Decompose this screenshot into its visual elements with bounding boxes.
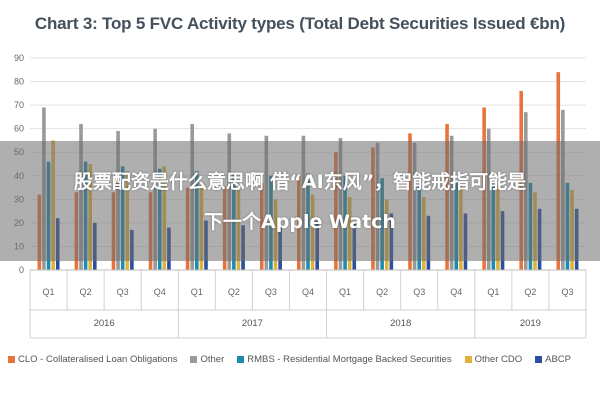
x-tick-label: Q1 — [43, 287, 55, 297]
group-label: 2019 — [520, 318, 541, 329]
legend-label: CLO - Collateralised Loan Obligations — [18, 353, 178, 365]
x-tick-label: Q3 — [413, 287, 425, 297]
y-tick-label: 80 — [14, 77, 24, 87]
legend-swatch — [464, 355, 472, 363]
legend-label: RMBS - Residential Mortgage Backed Secur… — [247, 353, 452, 365]
overlay-headline-line2: 下一个Apple Watch — [204, 211, 396, 233]
legend-label: ABCP — [545, 353, 571, 365]
x-tick-label: Q4 — [450, 287, 462, 297]
y-tick-label: 90 — [14, 53, 24, 63]
x-tick-label: Q1 — [487, 287, 499, 297]
legend-swatch — [535, 355, 543, 363]
x-tick-label: Q3 — [117, 287, 129, 297]
y-tick-label: 70 — [14, 100, 24, 110]
legend-item: Other — [190, 354, 224, 365]
group-label: 2017 — [242, 318, 263, 329]
x-tick-label: Q2 — [376, 287, 388, 297]
legend-swatch — [8, 355, 15, 363]
x-tick-label: Q1 — [339, 287, 351, 297]
x-tick-label: Q1 — [191, 287, 203, 297]
x-tick-label: Q4 — [154, 287, 166, 297]
overlay-banner — [0, 141, 600, 261]
legend-item: CLO - Collateralised Loan Obligations — [8, 354, 177, 365]
x-tick-label: Q2 — [80, 287, 92, 297]
legend: CLO - Collateralised Loan Obligations Oth… — [8, 351, 598, 367]
legend-swatch — [237, 355, 245, 363]
legend-item: RMBS - Residential Mortgage Backed Secur… — [237, 353, 452, 365]
y-tick-label: 60 — [14, 124, 24, 134]
x-tick-label: Q2 — [228, 287, 240, 297]
legend-label: Other CDO — [474, 353, 523, 365]
x-tick-label: Q3 — [265, 287, 277, 297]
legend-item: ABCP — [535, 354, 571, 365]
overlay-headline-line1: 股票配资是什么意思啊 借“AI东风”，智能戒指可能是 — [73, 171, 527, 193]
chart-title: Chart 3: Top 5 FVC Activity types (Total… — [34, 14, 566, 33]
x-tick-label: Q2 — [524, 287, 536, 297]
legend-label: Other — [200, 353, 225, 365]
group-label: 2018 — [390, 318, 411, 329]
legend-item: Other CDO — [464, 353, 523, 365]
x-tick-label: Q4 — [302, 287, 314, 297]
x-tick-label: Q3 — [561, 287, 573, 297]
legend-swatch — [190, 355, 198, 363]
group-label: 2016 — [94, 318, 115, 329]
y-tick-label: 0 — [19, 265, 24, 275]
